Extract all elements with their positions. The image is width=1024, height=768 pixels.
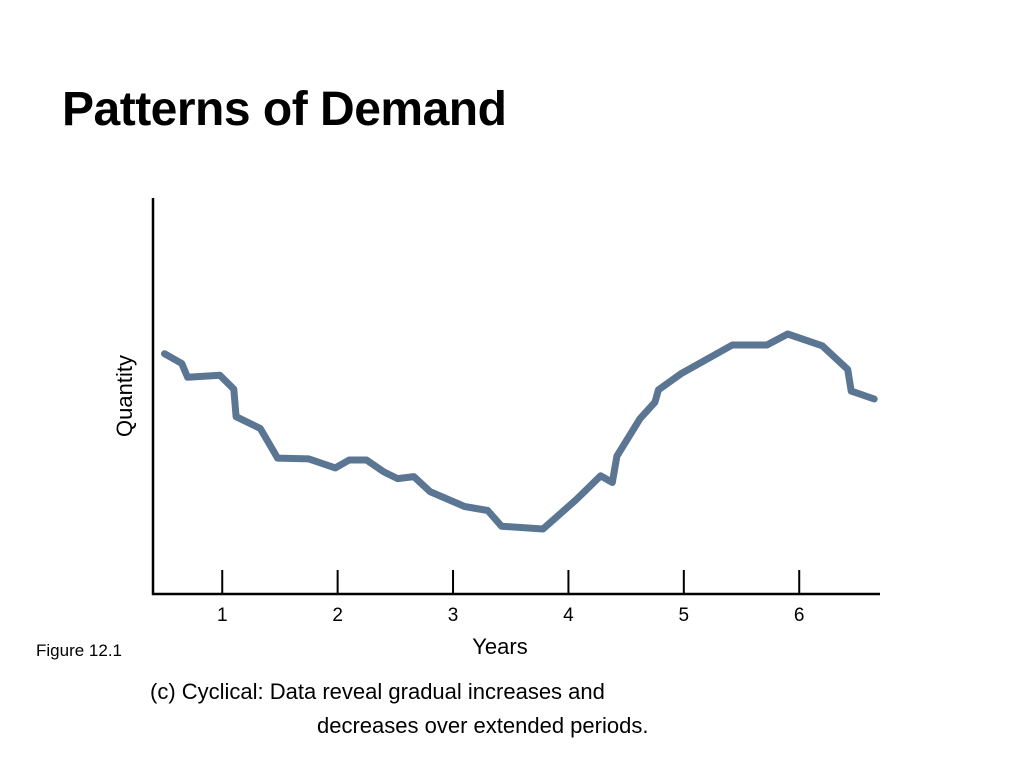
x-axis-label: Years bbox=[472, 634, 527, 659]
figure-label: Figure 12.1 bbox=[36, 641, 122, 660]
x-tick-label-2: 2 bbox=[332, 605, 343, 626]
x-tick-label-6: 6 bbox=[794, 605, 805, 626]
y-axis-label: Quantity bbox=[112, 355, 137, 437]
x-tick-label-4: 4 bbox=[563, 605, 574, 626]
x-tick-label-3: 3 bbox=[448, 605, 459, 626]
caption-line-2: decreases over extended periods. bbox=[317, 713, 649, 738]
demand-line-series-1 bbox=[161, 330, 878, 533]
x-tick-label-5: 5 bbox=[679, 605, 690, 626]
x-tick-label-1: 1 bbox=[217, 605, 228, 626]
slide-title: Patterns of Demand bbox=[62, 83, 507, 136]
caption-line-1: (c) Cyclical: Data reveal gradual increa… bbox=[150, 679, 605, 704]
